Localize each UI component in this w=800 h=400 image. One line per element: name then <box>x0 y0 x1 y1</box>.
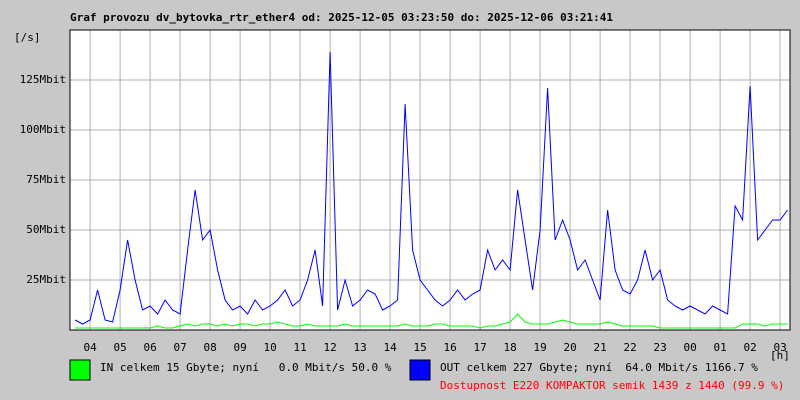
x-tick-label: 04 <box>83 341 97 354</box>
y-axis-label: [/s] <box>14 31 41 44</box>
x-tick-label: 17 <box>473 341 486 354</box>
x-tick-label: 22 <box>623 341 636 354</box>
x-tick-label: 18 <box>503 341 516 354</box>
x-tick-label: 05 <box>113 341 126 354</box>
legend-swatch <box>69 359 91 381</box>
availability-note: Dostupnost E220 KOMPAKTOR semik 1439 z 1… <box>440 379 784 392</box>
y-tick-label: 75Mbit <box>26 173 66 186</box>
y-tick-label: 100Mbit <box>20 123 66 136</box>
chart-title: Graf provozu dv_bytovka_rtr_ether4 od: 2… <box>70 11 613 24</box>
y-tick-label: 50Mbit <box>26 223 66 236</box>
x-tick-label: 20 <box>563 341 576 354</box>
x-tick-label: 08 <box>203 341 216 354</box>
x-tick-label: 21 <box>593 341 606 354</box>
x-tick-label: 06 <box>143 341 156 354</box>
x-tick-label: 02 <box>743 341 756 354</box>
x-axis-label: [h] <box>770 349 790 362</box>
y-tick-label: 125Mbit <box>20 73 66 86</box>
x-tick-label: 13 <box>353 341 366 354</box>
x-tick-label: 23 <box>653 341 666 354</box>
x-tick-label: 01 <box>713 341 726 354</box>
y-tick-label: 25Mbit <box>26 273 66 286</box>
x-tick-label: 19 <box>533 341 546 354</box>
legend-label: OUT celkem 227 Gbyte; nyní 64.0 Mbit/s 1… <box>440 361 758 374</box>
plot-frame <box>69 29 791 331</box>
x-tick-label: 09 <box>233 341 246 354</box>
series-line <box>74 51 788 325</box>
legend-label: IN celkem 15 Gbyte; nyní 0.0 Mbit/s 50.0… <box>100 361 392 374</box>
x-tick-label: 03 <box>773 341 786 354</box>
x-tick-label: 16 <box>443 341 456 354</box>
x-tick-label: 15 <box>413 341 426 354</box>
legend-swatch <box>409 359 431 381</box>
x-tick-label: 14 <box>383 341 397 354</box>
x-tick-label: 10 <box>263 341 276 354</box>
x-tick-label: 00 <box>683 341 696 354</box>
x-tick-label: 07 <box>173 341 186 354</box>
x-tick-label: 12 <box>323 341 336 354</box>
x-tick-label: 11 <box>293 341 306 354</box>
series-line <box>75 313 788 329</box>
